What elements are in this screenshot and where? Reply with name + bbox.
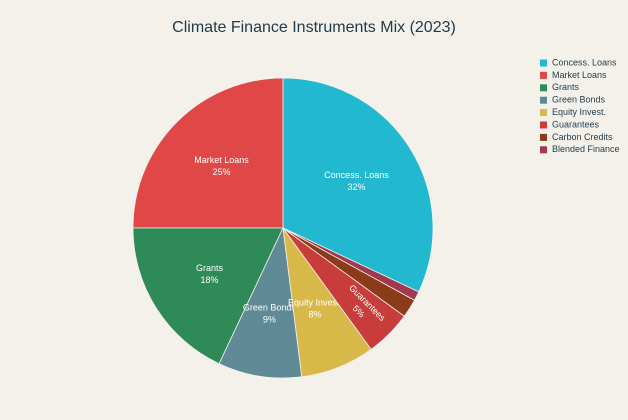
legend-swatch [540, 84, 547, 92]
slice-name: Grants [196, 263, 224, 273]
slice-name: Concess. Loans [324, 170, 389, 180]
slice-label: Concess. Loans 32% [324, 170, 389, 192]
slice-value: 8% [309, 309, 322, 319]
legend-label: Guarantees [552, 119, 600, 129]
legend-swatch [540, 59, 547, 67]
pie-slice [218, 226, 303, 379]
legend-label: Carbon Credits [552, 132, 613, 142]
slice-label: Green Bonds 9% [243, 302, 297, 324]
slice-value: 9% [263, 314, 276, 324]
slice-name: Green Bonds [243, 302, 297, 312]
legend-swatch [540, 96, 547, 104]
legend-label: Concess. Loans [552, 57, 617, 67]
legend-swatch [540, 133, 547, 141]
pie-slice [282, 227, 420, 301]
pie-slice [282, 77, 434, 293]
slice-value: 32% [347, 182, 365, 192]
slice-label: Market Loans 25% [194, 155, 249, 177]
pie-slice [132, 227, 284, 365]
legend-label: Market Loans [552, 70, 607, 80]
legend-label: Green Bonds [552, 95, 606, 105]
slice-value: 18% [201, 275, 219, 285]
legend-swatch [540, 71, 547, 79]
slice-name: Equity Invest. [288, 297, 342, 307]
legend-swatch [540, 109, 547, 117]
slice-value: 25% [212, 167, 230, 177]
legend-swatch [540, 121, 547, 129]
legend-swatch [540, 146, 547, 154]
legend-label: Grants [552, 82, 580, 92]
slice-label: Grants 18% [196, 263, 224, 285]
pie-slice [132, 77, 284, 229]
chart-title: Climate Finance Instruments Mix (2023) [172, 19, 456, 36]
slice-name: Market Loans [194, 155, 249, 165]
legend-label: Blended Finance [552, 144, 620, 154]
slice-label: Equity Invest. 8% [288, 297, 342, 319]
legend-label: Equity Invest. [552, 107, 606, 117]
